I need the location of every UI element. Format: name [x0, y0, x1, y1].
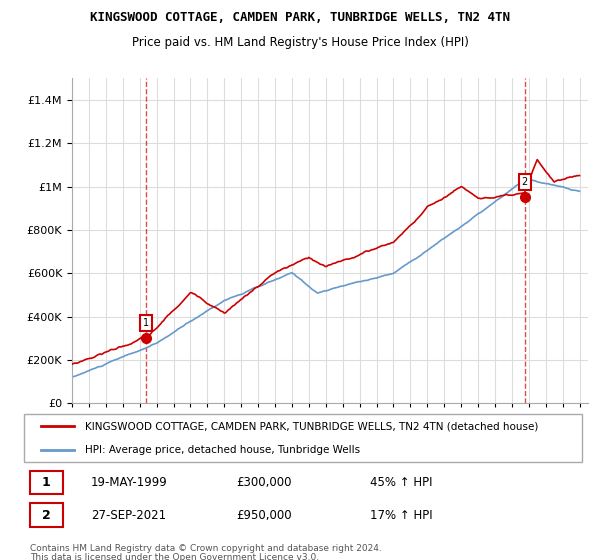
- Text: Contains HM Land Registry data © Crown copyright and database right 2024.: Contains HM Land Registry data © Crown c…: [30, 544, 382, 553]
- Text: KINGSWOOD COTTAGE, CAMDEN PARK, TUNBRIDGE WELLS, TN2 4TN (detached house): KINGSWOOD COTTAGE, CAMDEN PARK, TUNBRIDG…: [85, 421, 539, 431]
- Text: £300,000: £300,000: [236, 477, 292, 489]
- Text: 27-SEP-2021: 27-SEP-2021: [91, 508, 166, 521]
- Text: 45% ↑ HPI: 45% ↑ HPI: [370, 477, 433, 489]
- Text: 2: 2: [42, 508, 50, 521]
- Text: 1: 1: [42, 477, 50, 489]
- Text: 1: 1: [143, 318, 149, 328]
- Text: This data is licensed under the Open Government Licence v3.0.: This data is licensed under the Open Gov…: [30, 553, 319, 560]
- Text: Price paid vs. HM Land Registry's House Price Index (HPI): Price paid vs. HM Land Registry's House …: [131, 36, 469, 49]
- Text: £950,000: £950,000: [236, 508, 292, 521]
- FancyBboxPatch shape: [24, 414, 582, 462]
- Text: HPI: Average price, detached house, Tunbridge Wells: HPI: Average price, detached house, Tunb…: [85, 445, 361, 455]
- FancyBboxPatch shape: [29, 503, 63, 526]
- Text: 17% ↑ HPI: 17% ↑ HPI: [370, 508, 433, 521]
- Text: 2: 2: [521, 178, 527, 188]
- Text: KINGSWOOD COTTAGE, CAMDEN PARK, TUNBRIDGE WELLS, TN2 4TN: KINGSWOOD COTTAGE, CAMDEN PARK, TUNBRIDG…: [90, 11, 510, 24]
- Text: 19-MAY-1999: 19-MAY-1999: [91, 477, 168, 489]
- FancyBboxPatch shape: [29, 472, 63, 494]
